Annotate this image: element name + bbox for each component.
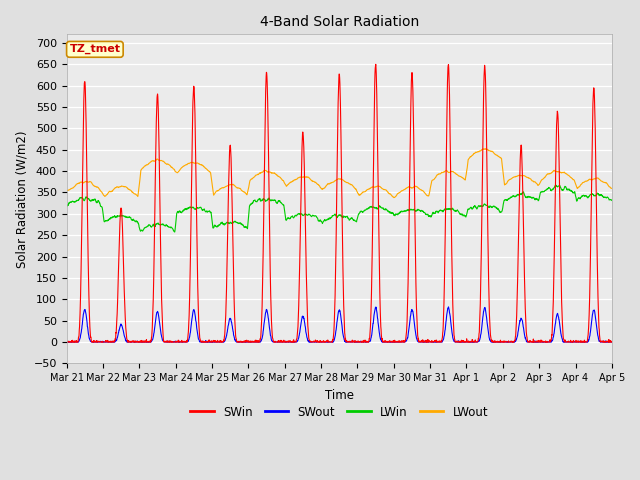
SWout [63,339,71,345]
SWout [445,304,452,310]
LWout [575,184,583,190]
Text: TZ_tmet: TZ_tmet [69,44,120,54]
LWout [482,146,490,152]
LWin [552,182,559,188]
X-axis label: Time: Time [324,389,354,402]
SWout [498,339,506,345]
SWin [63,339,71,345]
LWout [63,188,70,193]
LWout [608,185,616,191]
LWin [560,185,568,191]
LWin [498,209,506,215]
Legend: SWin, SWout, LWin, LWout: SWin, SWout, LWin, LWout [186,401,493,423]
LWout [498,160,506,166]
LWout [367,185,374,191]
Line: LWin: LWin [67,185,612,232]
LWin [171,229,179,235]
SWin [63,338,70,344]
LWout [355,192,363,197]
LWin [367,204,375,210]
SWout [63,339,70,345]
SWin [215,339,223,345]
SWout [608,339,616,345]
Title: 4-Band Solar Radiation: 4-Band Solar Radiation [260,15,419,29]
LWin [608,197,616,203]
SWin [575,339,583,345]
SWin [367,310,375,315]
LWout [560,169,568,175]
SWin [372,61,380,67]
SWout [575,339,583,345]
SWout [560,339,568,345]
LWin [215,222,223,228]
Line: LWout: LWout [67,149,612,198]
Line: SWin: SWin [67,64,612,342]
SWout [367,335,375,341]
SWin [560,337,568,343]
SWout [215,339,223,345]
LWin [575,195,583,201]
SWin [608,339,616,345]
LWin [355,211,363,217]
SWin [498,338,506,344]
SWout [355,339,363,345]
LWin [63,204,70,210]
Line: SWout: SWout [67,307,612,342]
LWout [390,195,398,201]
Y-axis label: Solar Radiation (W/m2): Solar Radiation (W/m2) [15,130,28,268]
LWout [215,187,223,193]
SWin [355,339,363,345]
